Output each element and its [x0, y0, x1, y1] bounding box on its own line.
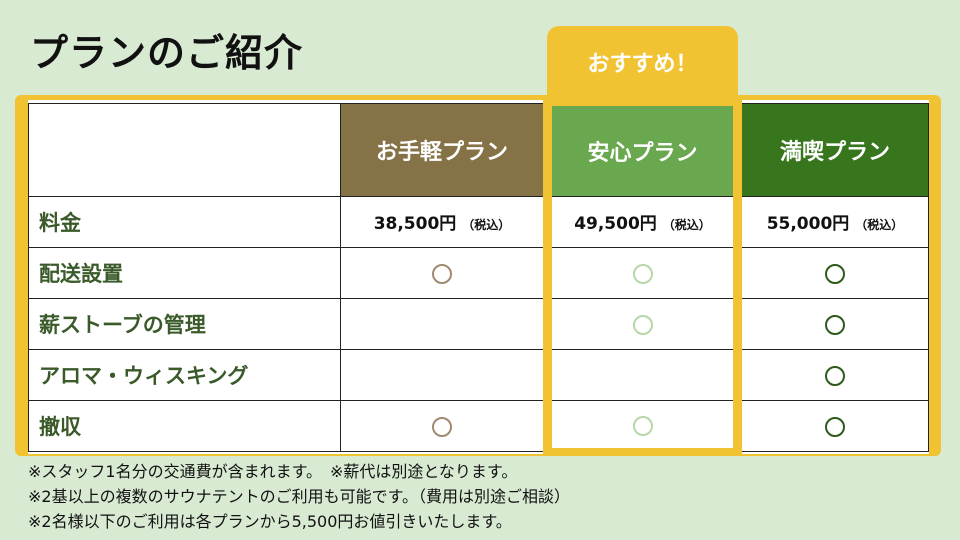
mark-cell — [543, 246, 742, 299]
mark-cell — [340, 246, 548, 299]
service-row: アロマ・ウィスキング — [28, 348, 929, 401]
row-label: アロマ・ウィスキング — [28, 348, 341, 401]
plan-header-premium: 満喫プラン — [737, 102, 929, 197]
mark-cell — [543, 348, 742, 401]
mark-cell — [737, 348, 929, 401]
row-label: 薪ストーブの管理 — [28, 297, 341, 350]
mark-cell — [737, 399, 929, 452]
circle-mark-icon — [825, 264, 845, 284]
mark-cell — [737, 297, 929, 350]
mark-cell — [543, 297, 742, 350]
row-label: 撤収 — [28, 399, 341, 452]
mark-cell — [340, 399, 548, 452]
footnote: ※2名様以下のご利用は各プランから5,500円お値引きいたします。 — [28, 512, 512, 531]
service-row: 撤収 — [28, 399, 929, 454]
circle-mark-icon — [632, 264, 653, 284]
plan-header-easy: お手軽プラン — [340, 102, 548, 197]
tax-note: （税込） — [662, 218, 711, 232]
circle-mark-icon — [432, 417, 452, 437]
footnotes: ※スタッフ1名分の交通費が含まれます。 ※薪代は別途となります。 ※2基以上の複… — [28, 459, 570, 534]
service-row: 薪ストーブの管理 — [28, 297, 929, 350]
recommended-badge: おすすめ！ — [547, 26, 738, 106]
mark-cell — [737, 246, 929, 299]
mark-cell — [340, 297, 548, 350]
row-label: 配送設置 — [28, 246, 341, 299]
price-value: 38,500円 — [373, 214, 457, 234]
circle-mark-icon — [432, 264, 452, 284]
price-cell: 49,500円 （税込） — [543, 195, 742, 248]
price-cell: 55,000円 （税込） — [737, 195, 929, 248]
plan-comparison-table: サービス内容 お手軽プラン 安心プラン 満喫プラン 料金 38,500円 （税込）… — [28, 100, 929, 454]
mark-cell — [340, 348, 548, 401]
tax-note: （税込） — [855, 218, 904, 232]
price-row: 料金 38,500円 （税込） 49,500円 （税込） 55,000円 （税込） — [28, 195, 929, 248]
footnote: ※スタッフ1名分の交通費が含まれます。 ※薪代は別途となります。 — [28, 462, 518, 481]
service-row: 配送設置 — [28, 246, 929, 299]
plan-header-standard: 安心プラン — [543, 100, 742, 197]
page-title: プランのご紹介 — [30, 31, 304, 75]
header-label: サービス内容 — [28, 102, 341, 197]
price-cell: 38,500円 （税込） — [340, 195, 548, 248]
mark-cell — [543, 399, 742, 454]
circle-mark-icon — [632, 415, 653, 436]
circle-mark-icon — [632, 315, 653, 335]
circle-mark-icon — [825, 366, 845, 386]
circle-mark-icon — [825, 315, 845, 335]
row-label: 料金 — [28, 195, 341, 248]
price-value: 55,000円 — [766, 214, 850, 234]
footnote: ※2基以上の複数のサウナテントのご利用も可能です。（費用は別途ご相談） — [28, 487, 570, 506]
price-value: 49,500円 — [574, 214, 657, 234]
tax-note: （税込） — [462, 218, 511, 232]
circle-mark-icon — [825, 417, 845, 437]
header-row: サービス内容 お手軽プラン 安心プラン 満喫プラン — [28, 100, 929, 197]
